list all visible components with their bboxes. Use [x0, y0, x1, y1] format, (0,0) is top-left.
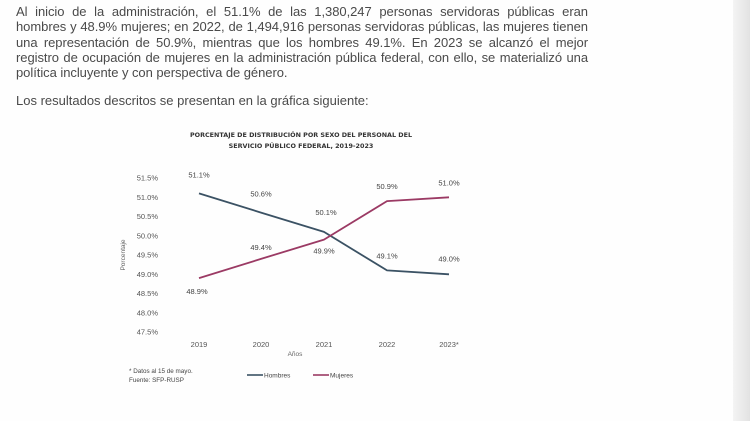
intro-paragraph: Al inicio de la administración, el 51.1%…	[16, 4, 588, 81]
y-tick-label: 48.0%	[137, 308, 159, 317]
lead-sentence: Los resultados descritos se presentan en…	[16, 93, 369, 108]
data-label: 49.0%	[438, 254, 460, 263]
x-axis: 2019 2020 2021 2022 2023*	[191, 340, 459, 349]
y-tick-label: 48.5%	[137, 289, 159, 298]
data-label: 50.1%	[315, 208, 337, 217]
x-tick-label: 2023*	[439, 340, 459, 349]
data-label: 50.6%	[250, 190, 272, 199]
y-tick-label: 50.0%	[137, 231, 159, 240]
data-label: 51.0%	[438, 178, 460, 187]
y-tick-label: 51.5%	[137, 174, 159, 183]
x-tick-label: 2021	[316, 340, 333, 349]
x-tick-label: 2022	[379, 340, 396, 349]
y-axis-title: Porcentaje	[120, 239, 127, 270]
data-labels: 51.1% 50.6% 50.1% 49.1% 49.0% 48.9% 49.4% 49.9%…	[186, 170, 460, 296]
series-layer	[198, 192, 450, 279]
data-label: 49.4%	[250, 243, 272, 252]
data-label: 48.9%	[186, 287, 208, 296]
footnote-source: Fuente: SFP-RUSP	[129, 377, 184, 384]
y-tick-label: 50.5%	[137, 212, 159, 221]
data-label: 49.9%	[313, 247, 335, 256]
page-edge-shadow	[733, 0, 750, 421]
series-line-hombres	[198, 192, 450, 276]
footnote-date: * Datos al 15 de mayo.	[129, 368, 193, 375]
y-tick-label: 49.0%	[137, 270, 159, 279]
y-tick-label: 47.5%	[137, 328, 159, 337]
legend-label-mujeres: Mujeres	[330, 373, 354, 380]
y-tick-label: 51.0%	[137, 193, 159, 202]
x-axis-title: Años	[288, 351, 304, 358]
x-tick-label: 2019	[191, 340, 208, 349]
data-label: 51.1%	[188, 170, 210, 179]
chart-title-line-2: SERVICIO PÚBLICO FEDERAL, 2019-2023	[229, 141, 374, 150]
data-label: 49.1%	[376, 251, 398, 260]
data-label: 50.9%	[376, 182, 398, 191]
y-axis: 47.5% 48.0% 48.5% 49.0% 49.5% 50.0% 50.5% 51.0%…	[137, 174, 159, 337]
y-tick-label: 49.5%	[137, 251, 159, 260]
legend-label-hombres: Hombres	[264, 373, 291, 380]
x-tick-label: 2020	[253, 340, 270, 349]
chart-legend: Hombres Mujeres	[247, 373, 354, 380]
series-line-mujeres	[198, 196, 450, 279]
chart-title-line-1: PORCENTAJE DE DISTRIBUCIÓN POR SEXO DEL …	[190, 130, 412, 139]
